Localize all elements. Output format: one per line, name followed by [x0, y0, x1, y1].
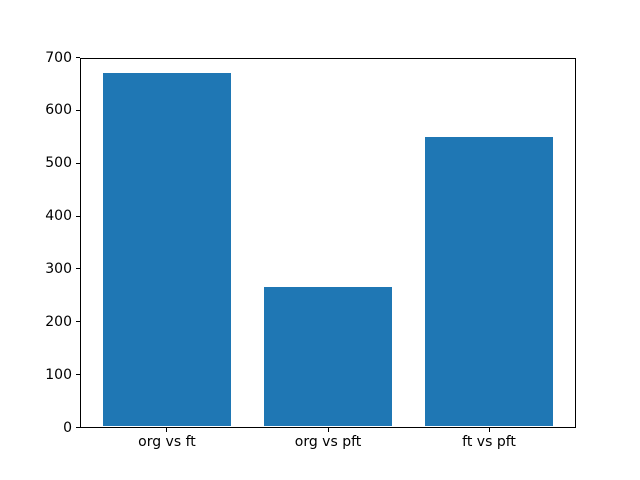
y-tick-label: 700: [45, 49, 72, 66]
y-tick-mark: [76, 427, 80, 428]
bar-ft-vs-pft: [424, 136, 554, 427]
y-tick-label: 500: [45, 155, 72, 172]
y-tick-mark: [76, 268, 80, 270]
x-tick-label-org-vs-pft: org vs pft: [294, 433, 362, 450]
y-tick-mark: [76, 374, 80, 376]
y-tick-label: 400: [45, 208, 72, 225]
y-tick-mark: [76, 57, 80, 58]
x-tick-label-org-vs-ft: org vs ft: [138, 433, 196, 450]
x-tick-mark: [488, 427, 490, 432]
x-tick-mark: [327, 427, 329, 432]
y-tick-label: 200: [45, 313, 72, 330]
y-tick-mark: [76, 162, 80, 164]
y-tick-mark: [76, 109, 80, 111]
plot-area: [80, 57, 576, 428]
bar-org-vs-ft: [102, 73, 232, 427]
y-tick-label: 600: [45, 102, 72, 119]
y-tick-label: 100: [45, 366, 72, 383]
bar-org-vs-pft: [263, 287, 393, 427]
y-tick-label: 0: [63, 419, 72, 436]
y-tick-mark: [76, 215, 80, 217]
x-tick-mark: [166, 427, 168, 432]
y-tick-label: 300: [45, 260, 72, 277]
y-tick-mark: [76, 321, 80, 323]
x-tick-label-ft-vs-pft: ft vs pft: [462, 433, 516, 450]
